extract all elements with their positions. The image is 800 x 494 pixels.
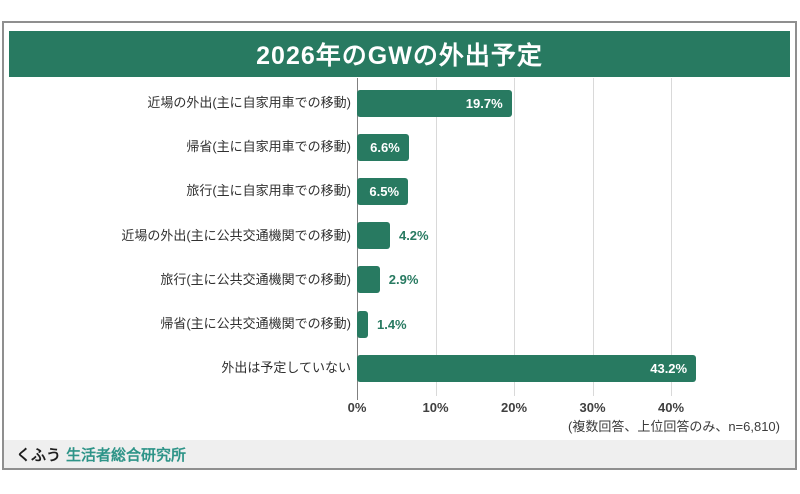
category-label: 旅行(主に自家用車での移動) [186,183,351,199]
value-label: 19.7% [465,95,503,111]
x-tick-label: 10% [422,400,449,415]
bar [357,266,380,294]
value-label: 6.5% [369,183,400,199]
category-label: 近場の外出(主に公共交通機関での移動) [121,227,351,243]
gridline [435,78,437,396]
value-label: 2.9% [388,272,419,288]
title-banner: 2026年のGWの外出予定 [9,31,790,77]
bar [357,222,390,250]
research-lab-logo: 生活者総合研究所 [66,446,187,464]
value-label: 1.4% [376,316,407,332]
bar [357,177,409,205]
x-tick-label: 40% [657,400,685,415]
chart-title: 2026年のGWの外出予定 [256,42,543,70]
bar [357,310,368,338]
category-label: 近場の外出(主に自家用車での移動) [147,95,351,110]
survey-note: (複数回答、上位回答のみ、n=6,810) [567,419,780,434]
category-label: 外出は予定していない [221,360,351,376]
x-tick-label: 20% [500,400,528,415]
infographic-frame: 2026年のGWの外出予定 0% 10% 20% 30% 40% 近場の外出(主に自家用車… [2,21,797,470]
bar [357,133,409,161]
gridline [514,78,515,396]
horizontal-bar-chart: 0% 10% 20% 30% 40% 近場の外出(主に自家用車での移動) 19.7% 帰省(主… [4,23,795,468]
x-tick-label: 30% [579,400,606,415]
bar [357,89,512,117]
category-label: 帰省(主に自家用車での移動) [186,139,351,155]
footer-bar: くふう 生活者総合研究所 [4,440,795,468]
gridline [592,78,594,396]
category-label: 帰省(主に公共交通機関での移動) [160,316,351,331]
x-tick-label: 0% [347,400,367,415]
value-label: 6.6% [370,139,400,155]
gridline [671,78,672,396]
kufu-logo: くふう [16,446,62,464]
category-label: 旅行(主に公共交通機関での移動) [160,271,351,287]
value-label: 43.2% [650,360,688,376]
value-label: 4.2% [398,228,429,244]
bar [357,354,697,382]
